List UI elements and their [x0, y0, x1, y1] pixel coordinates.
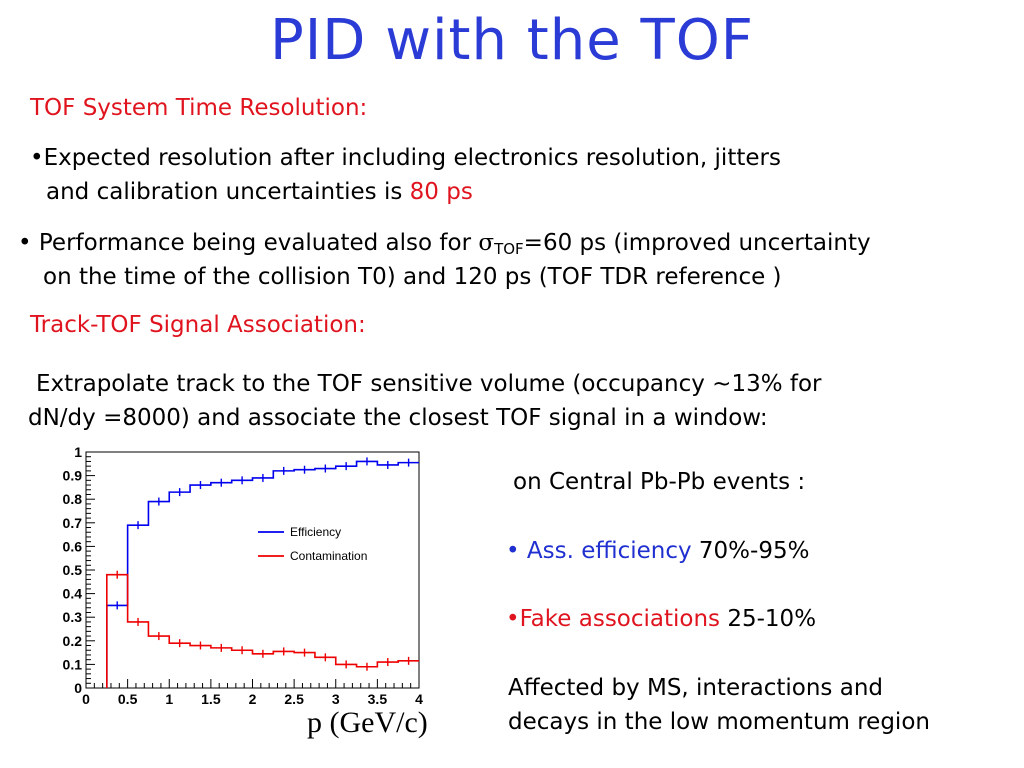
bullet-expected-resolution-text: and calibration uncertainties is [46, 179, 410, 205]
resolution-value: 80 ps [409, 179, 473, 205]
x-tick-label: 0.5 [118, 691, 138, 707]
bullet-performance-line2: on the time of the collision T0) and 120… [43, 264, 782, 290]
series-line-1 [106, 573, 419, 688]
legend-label: Contamination [290, 549, 367, 563]
section-heading-time-resolution: TOF System Time Resolution: [30, 95, 368, 121]
x-tick-label: 1 [165, 691, 173, 707]
series-line-0 [106, 460, 419, 688]
affected-line2: decays in the low momentum region [508, 709, 930, 735]
y-tick-label: 1 [74, 444, 82, 460]
sigma-subscript: TOF [494, 240, 524, 258]
bullet-performance-line1: • Performance being evaluated also for σ… [18, 227, 871, 265]
y-tick-label: 0.6 [63, 538, 83, 554]
y-tick-label: 0.4 [63, 586, 83, 602]
events-note: on Central Pb-Pb events : [513, 469, 806, 495]
x-tick-label: 3 [332, 691, 340, 707]
fake-association-stat: •Fake associations 25-10% [506, 603, 816, 635]
y-tick-label: 0.8 [63, 491, 83, 507]
x-tick-label: 0 [82, 691, 90, 707]
efficiency-label: • Ass. efficiency [506, 538, 692, 564]
fake-association-label: •Fake associations [506, 606, 721, 632]
x-tick-label: 1.5 [201, 691, 221, 707]
sigma-symbol: σ [478, 230, 495, 256]
x-tick-label: 3.5 [368, 691, 388, 707]
y-tick-label: 0.9 [63, 468, 83, 484]
x-tick-label: 2 [249, 691, 257, 707]
bullet-performance-prefix: • Performance being evaluated also for [18, 230, 479, 256]
y-tick-label: 0.7 [63, 515, 83, 531]
efficiency-stat: • Ass. efficiency 70%-95% [506, 535, 809, 567]
affected-line1: Affected by MS, interactions and [508, 675, 883, 701]
paragraph-line2: dN/dy =8000) and associate the closest T… [28, 405, 768, 431]
efficiency-value: 70%-95% [691, 538, 810, 564]
efficiency-contamination-chart: 0 0.1 0.2 0.3 0.4 0.5 0.6 0.7 0.8 0.9 1 0 0.5 1 1.5 2 2.… [63, 444, 424, 707]
y-tick-label: 0.5 [63, 562, 83, 578]
page-title: PID with the TOF [269, 8, 754, 73]
bullet-expected-resolution-line1: •Expected resolution after including ele… [30, 145, 781, 171]
section-heading-signal-association: Track-TOF Signal Association: [30, 312, 366, 338]
x-tick-label: 2.5 [284, 691, 304, 707]
legend-label: Efficiency [290, 525, 341, 539]
paragraph-line1: Extrapolate track to the TOF sensitive v… [36, 371, 822, 397]
y-tick-label: 0.3 [63, 609, 83, 625]
y-tick-label: 0.2 [63, 633, 83, 649]
y-tick-label: 0.1 [63, 656, 83, 672]
bullet-expected-resolution-line2: and calibration uncertainties is 80 ps [46, 176, 473, 208]
x-axis-label: p (GeV/c) [307, 706, 428, 739]
fake-association-value: 25-10% [720, 606, 817, 632]
x-tick-label: 4 [415, 691, 423, 707]
y-tick-label: 0 [74, 680, 82, 696]
bullet-performance-suffix: =60 ps (improved uncertainty [523, 230, 871, 256]
